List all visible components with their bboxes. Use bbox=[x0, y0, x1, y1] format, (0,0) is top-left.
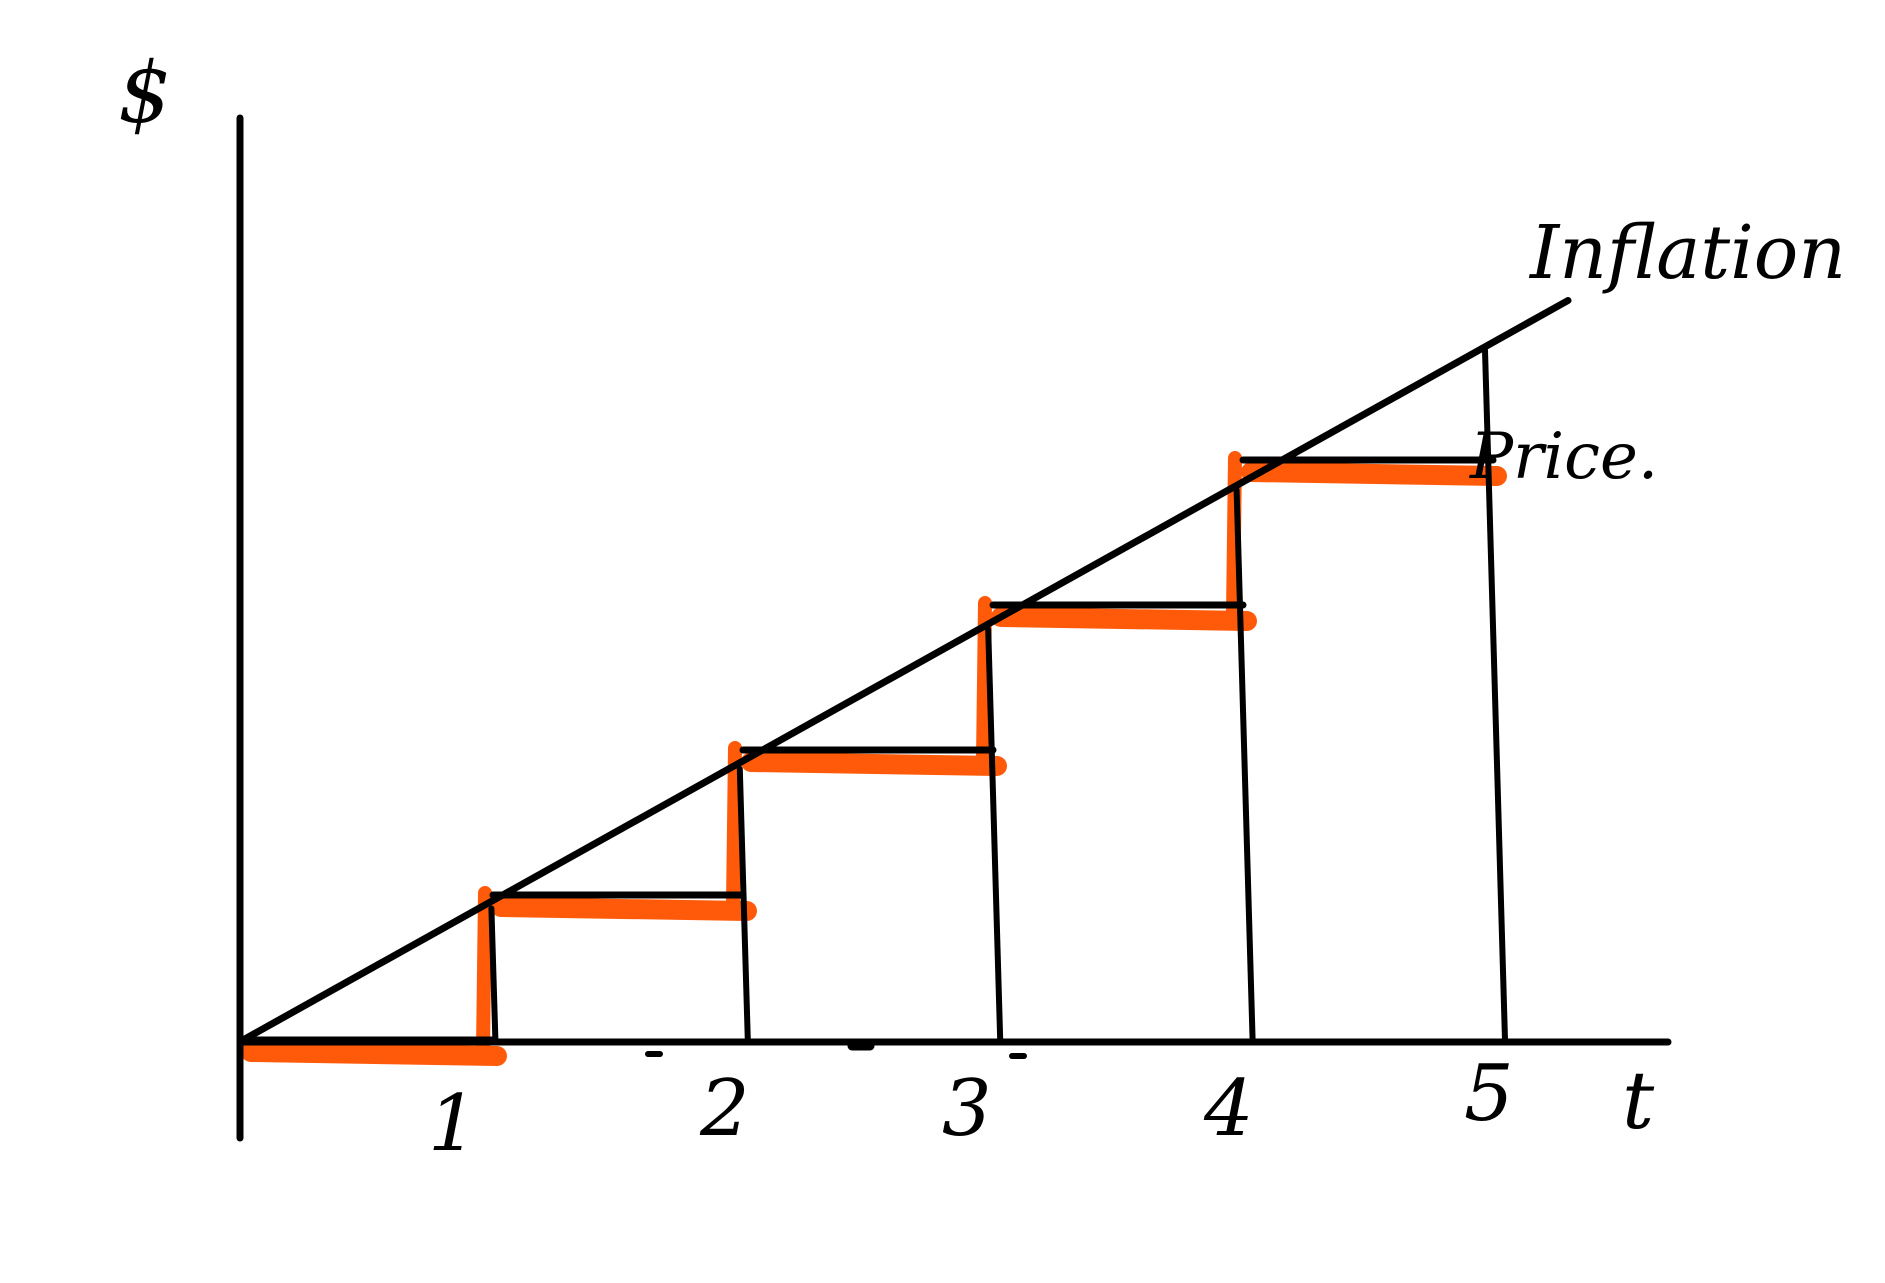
period-boundary-line bbox=[1233, 486, 1256, 1043]
inflation-label: Inflation bbox=[1528, 210, 1846, 296]
x-axis-label: t bbox=[1622, 1054, 1655, 1147]
price-step-highlight-riser bbox=[476, 886, 492, 1057]
price-step-highlight-horizontal bbox=[741, 752, 1007, 776]
period-boundary-line bbox=[1482, 347, 1508, 1043]
period-boundary-line bbox=[488, 905, 499, 1043]
period-boundary-line bbox=[985, 626, 1004, 1043]
price-step-highlight-riser bbox=[1226, 451, 1242, 622]
price-step-highlight bbox=[241, 451, 1507, 1066]
step-and-line-ink bbox=[239, 297, 1572, 1044]
tick-label-1: 1 bbox=[428, 1079, 478, 1169]
period-boundary-line bbox=[736, 765, 751, 1043]
price-step-highlight-riser bbox=[726, 741, 742, 912]
price-label: Price. bbox=[1469, 420, 1658, 494]
price-step-highlight-horizontal bbox=[241, 1042, 507, 1066]
y-axis-label: $ bbox=[118, 44, 171, 142]
price-step-highlight-horizontal bbox=[1241, 462, 1507, 486]
tick-label-2: 2 bbox=[699, 1064, 750, 1154]
price-step-highlight-horizontal bbox=[991, 607, 1257, 631]
tick-label-4: 4 bbox=[1203, 1064, 1254, 1154]
price-step-highlight-horizontal bbox=[491, 897, 757, 921]
axes bbox=[236, 114, 1672, 1142]
inflation-line bbox=[239, 297, 1572, 1044]
tick-label-5: 5 bbox=[1464, 1049, 1514, 1139]
tick-label-3: 3 bbox=[942, 1064, 992, 1154]
